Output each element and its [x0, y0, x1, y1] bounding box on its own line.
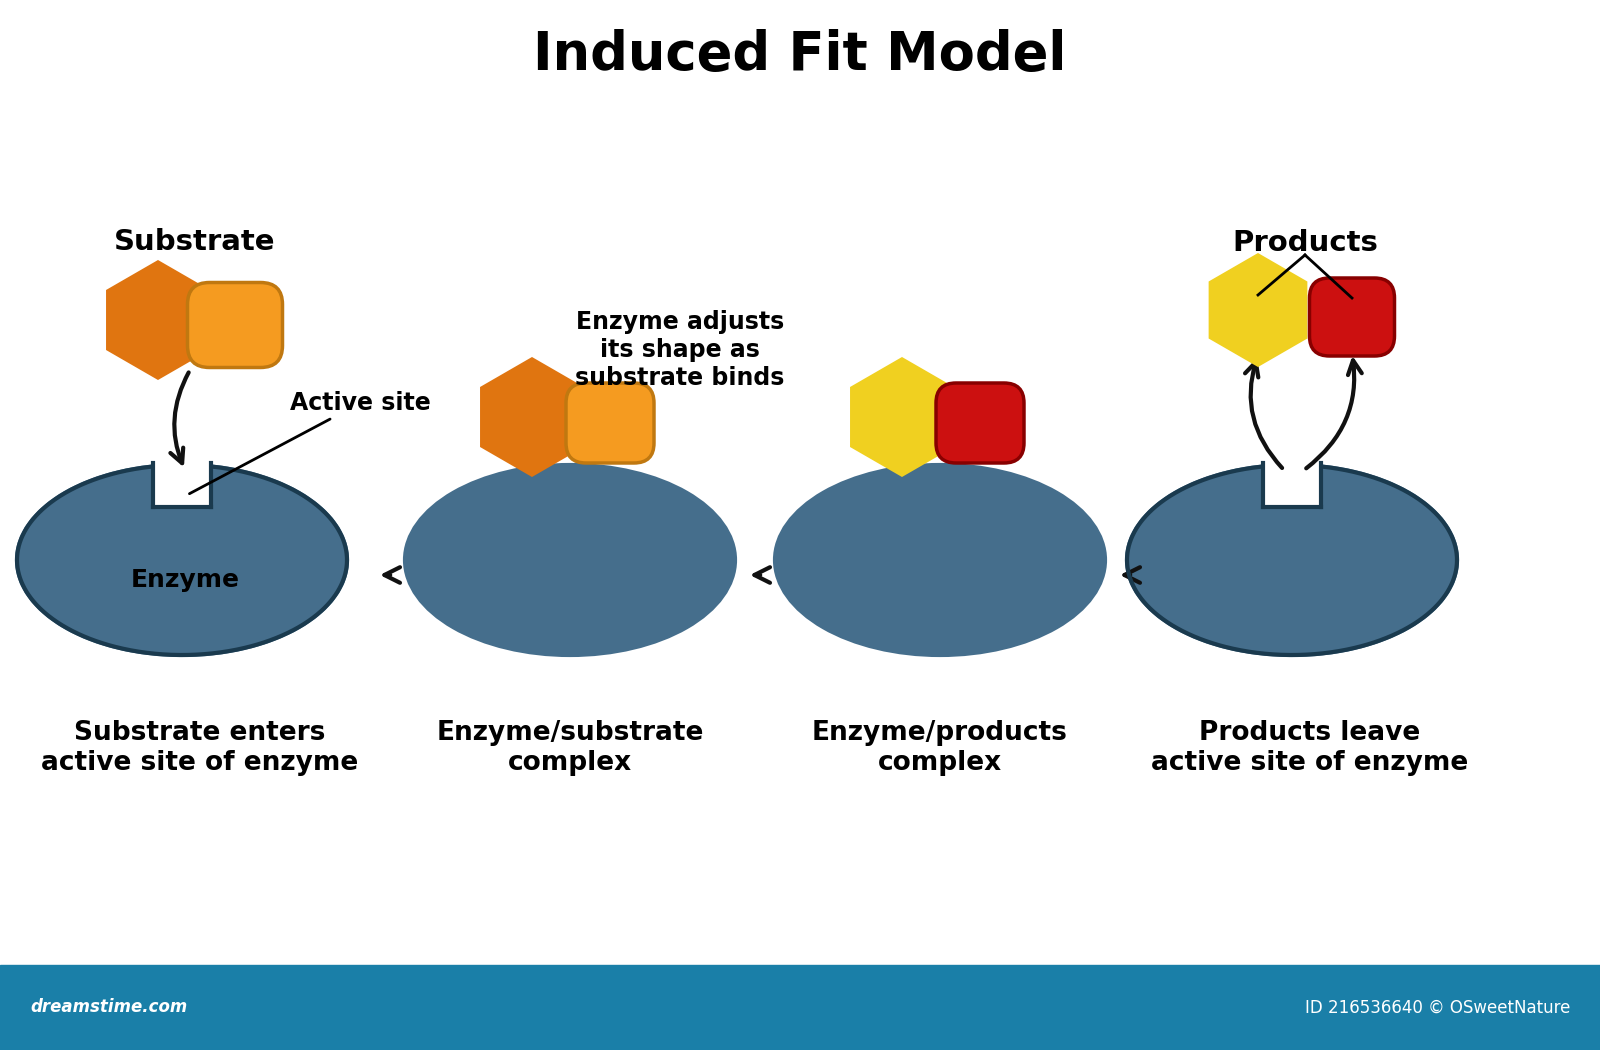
FancyBboxPatch shape [187, 282, 283, 368]
Ellipse shape [1126, 465, 1458, 655]
Polygon shape [482, 359, 582, 475]
FancyBboxPatch shape [566, 383, 654, 463]
Text: Products: Products [1232, 229, 1378, 257]
Ellipse shape [405, 465, 734, 655]
Text: Substrate enters
active site of enzyme: Substrate enters active site of enzyme [42, 720, 358, 776]
Text: Active site: Active site [189, 391, 430, 494]
Text: Induced Fit Model: Induced Fit Model [533, 29, 1067, 81]
Text: Enzyme/substrate
complex: Enzyme/substrate complex [437, 720, 704, 776]
Ellipse shape [774, 465, 1106, 655]
Polygon shape [851, 359, 952, 475]
Polygon shape [1210, 255, 1306, 365]
Text: ID 216536640 © OSweetNature: ID 216536640 © OSweetNature [1304, 999, 1570, 1016]
Text: Products leave
active site of enzyme: Products leave active site of enzyme [1152, 720, 1469, 776]
Text: Enzyme/products
complex: Enzyme/products complex [813, 720, 1067, 776]
Polygon shape [154, 455, 211, 507]
Text: Enzyme adjusts
its shape as
substrate binds: Enzyme adjusts its shape as substrate bi… [576, 310, 784, 390]
Ellipse shape [18, 465, 347, 655]
Polygon shape [1262, 455, 1322, 507]
Text: Substrate: Substrate [114, 228, 275, 256]
Polygon shape [0, 965, 1600, 1050]
FancyBboxPatch shape [1309, 278, 1395, 356]
FancyBboxPatch shape [936, 383, 1024, 463]
Text: Enzyme: Enzyme [131, 568, 240, 592]
Text: dreamstime.com: dreamstime.com [30, 999, 187, 1016]
Polygon shape [107, 262, 208, 378]
